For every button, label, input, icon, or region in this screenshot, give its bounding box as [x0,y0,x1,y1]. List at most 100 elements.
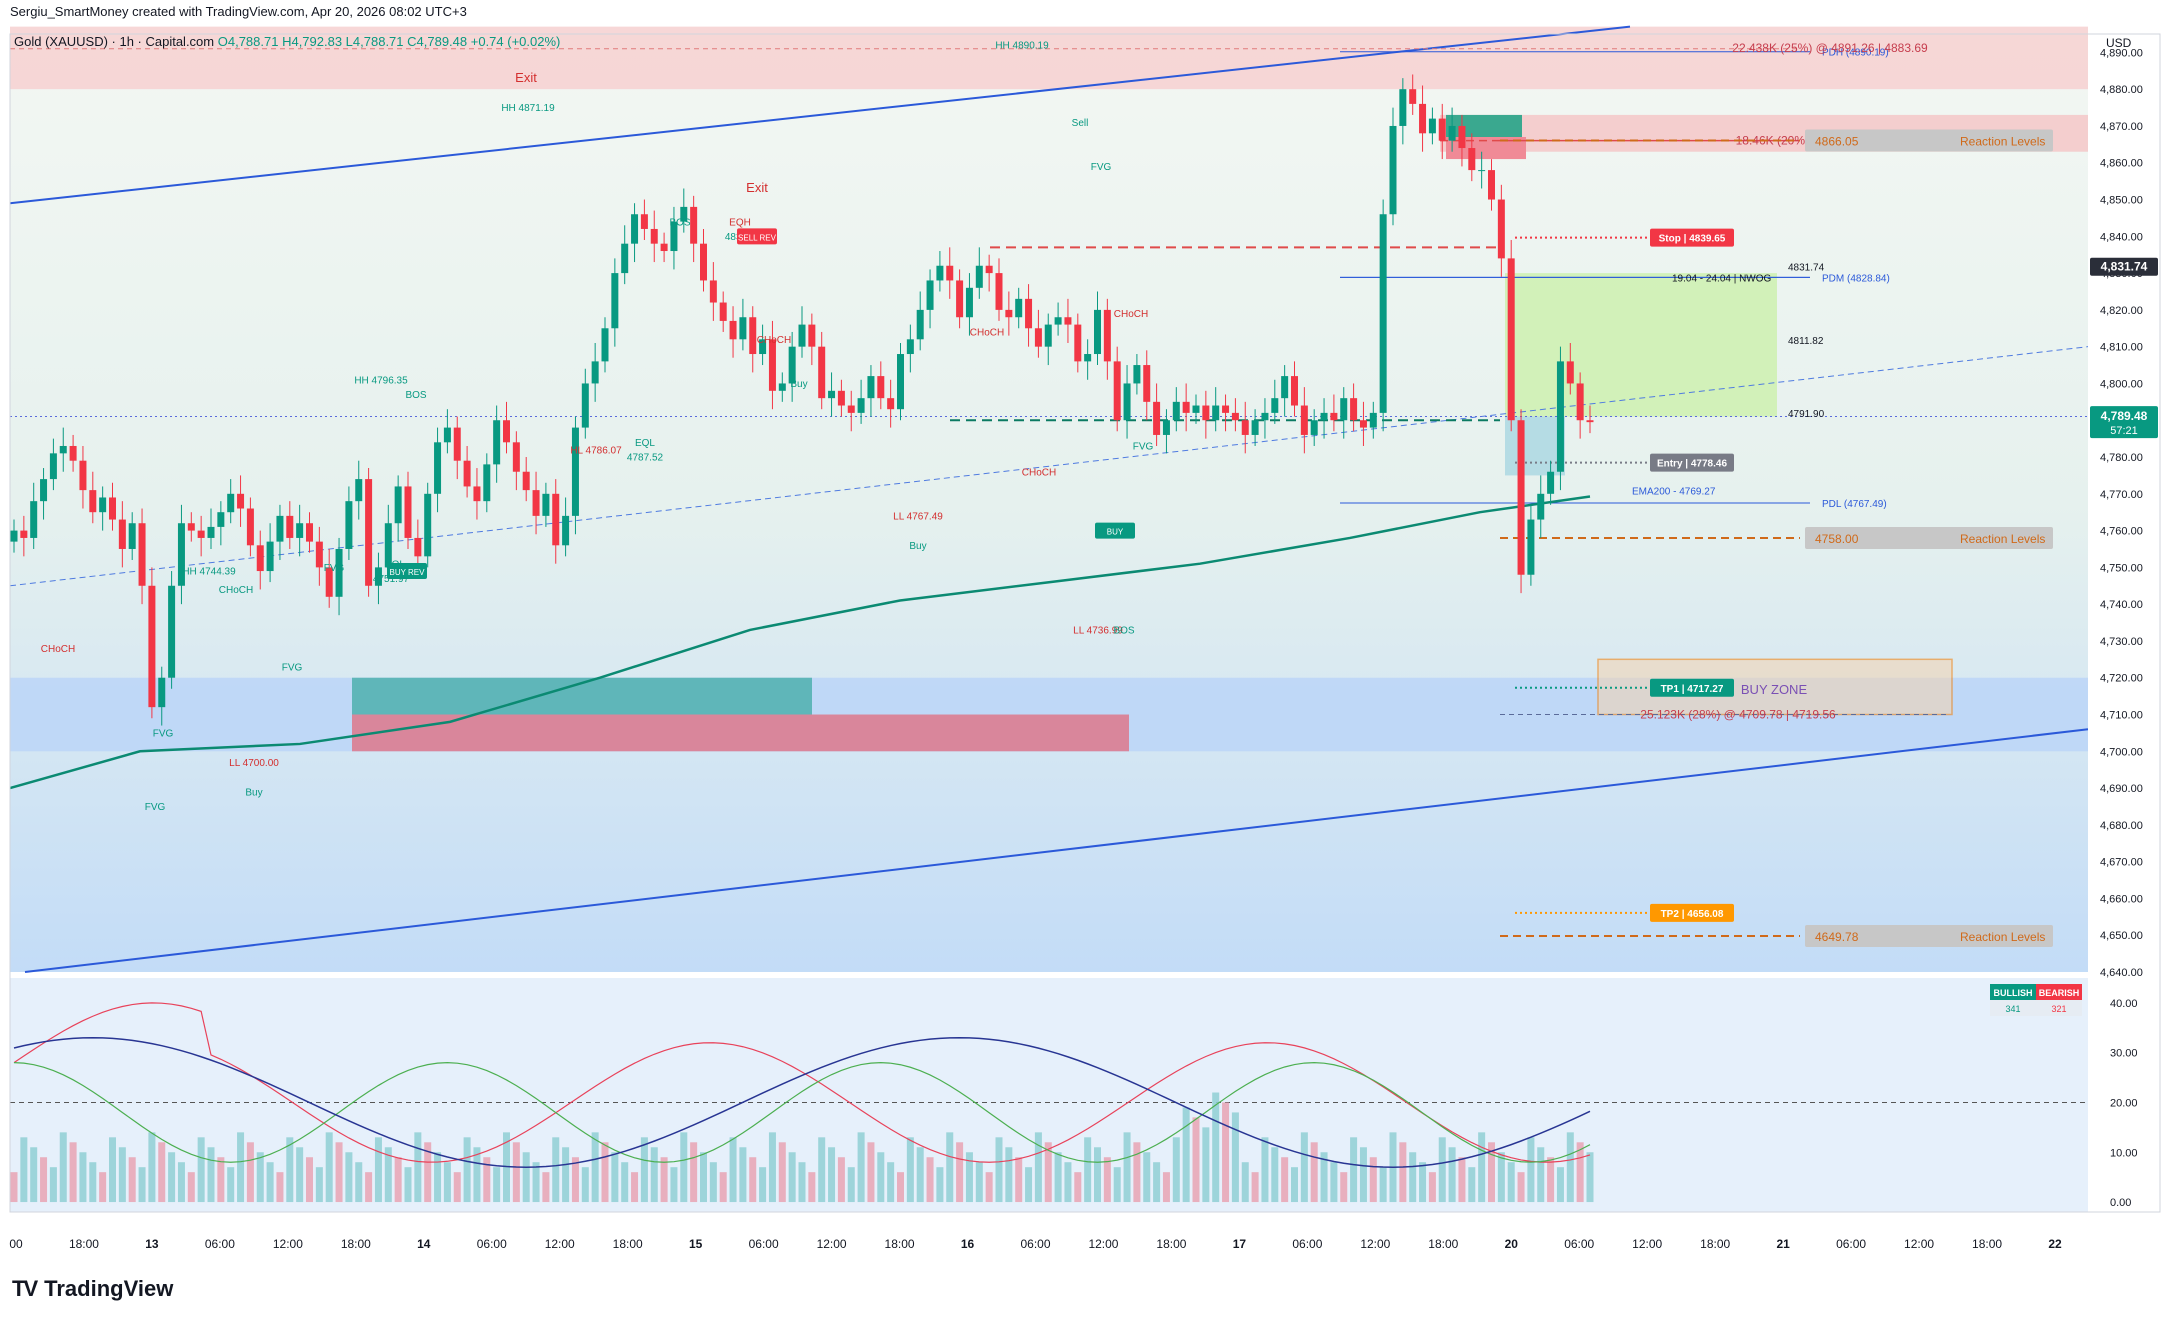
candle-body [1409,89,1417,104]
price-tick: 4,750.00 [2100,562,2143,574]
candle-body [1379,214,1387,413]
structure-label: Buy [909,541,926,552]
candle-body [1438,118,1446,141]
candle-body [1261,412,1269,421]
candle-body [453,427,461,461]
candle-body [1547,471,1555,494]
candle-body [1389,125,1397,215]
candle-body [1005,309,1013,318]
volume-bar [965,1152,973,1203]
volume-bar [621,1162,629,1203]
buy-zone-box [1597,658,1953,716]
volume-bar [1074,1172,1082,1203]
candle-body [286,515,294,538]
candle-body [906,339,914,355]
candle-body [1015,298,1023,318]
volume-bar [887,1162,895,1203]
symbol-name[interactable]: Gold (XAUUSD) · 1h · Capital.com [14,34,215,49]
price-tick: 4,890.00 [2100,47,2143,59]
candle-body [365,479,373,586]
volume-bar [985,1172,993,1203]
candle-body [355,479,363,502]
price-tick: 4,800.00 [2100,378,2143,390]
candle-body [759,339,767,355]
price-tick: 4,780.00 [2100,452,2143,464]
volume-bar [640,1137,648,1203]
candle-body [1212,405,1220,421]
time-tick: 13 [145,1237,159,1251]
candle-body [739,317,747,340]
candle-body [1074,324,1082,362]
reaction-price: 4649.78 [1815,930,1859,944]
indicator-line-red [13,1002,1591,1163]
structure-label: BOS [405,390,426,401]
candle-body [837,390,845,406]
volume-bar [700,1152,707,1203]
volume-bar [1281,1157,1289,1203]
price-tick: 4,820.00 [2100,305,2143,317]
candle-body [1448,125,1456,141]
candle-body [443,427,451,443]
volume-bar [118,1147,126,1203]
volume-bar [1103,1157,1111,1203]
volume-bar [768,1132,776,1203]
candle-body [1133,365,1141,384]
volume-bar [256,1152,264,1203]
trade-tag [1650,678,1734,697]
structure-label: CHoCH [970,328,1004,339]
candle-body [729,320,737,340]
structure-label: CHoCH [41,644,75,655]
candle-body [749,317,757,355]
candle-body [1103,309,1111,362]
volume-bar [1478,1132,1486,1203]
candle-body [1084,354,1092,362]
volume-bar [473,1147,481,1203]
volume-bar [365,1172,373,1203]
tradingview-logo[interactable]: TV TradingView [12,1276,173,1302]
candle-body [384,523,392,568]
time-tick: 18:00 [1700,1237,1730,1251]
structure-label: Buy [790,379,807,390]
reaction-price: 4866.05 [1815,134,1859,148]
time-tick: 18:00 [1156,1237,1186,1251]
volume-bar [404,1167,412,1203]
volume-bar [798,1162,806,1203]
target-box [1505,273,1777,417]
volume-bar [1271,1147,1279,1203]
volume-bar [995,1137,1003,1203]
candle-body [818,346,826,399]
volume-bar [286,1137,294,1203]
channel-lower [24,728,2089,973]
indicator-tick: 40.00 [2110,998,2138,1010]
price-tick: 4,640.00 [2100,967,2143,979]
time-tick: 12:00 [1904,1237,1934,1251]
candle-body [59,445,67,454]
candle-body [1025,298,1033,329]
midline [9,346,2089,587]
candle-body [1458,125,1466,149]
structure-label: Sell [1072,118,1089,129]
volume-bar [522,1152,530,1203]
volume-bar [709,1162,717,1203]
author-caption: Sergiu_SmartMoney created with TradingVi… [10,4,467,19]
candle-body [857,398,865,413]
candle-body [1527,519,1535,575]
currency-unit[interactable]: USD [2106,36,2132,50]
candle-body [562,515,570,546]
volume-bar [1094,1147,1101,1203]
volume-bar [690,1142,698,1203]
volume-bar [532,1162,540,1203]
volume-bar [1202,1127,1210,1203]
time-tick: 06:00 [477,1237,507,1251]
volume-bar [69,1142,77,1203]
volume-bar [493,1167,501,1203]
candle-body [1488,170,1495,200]
volume-bar [138,1167,146,1203]
volume-bar [562,1147,570,1203]
candle-body [1271,398,1279,413]
current-price-tag [2090,406,2158,439]
volume-bar [1468,1167,1476,1203]
structure-label: CHoCH [757,335,791,346]
candle-body [99,497,107,513]
